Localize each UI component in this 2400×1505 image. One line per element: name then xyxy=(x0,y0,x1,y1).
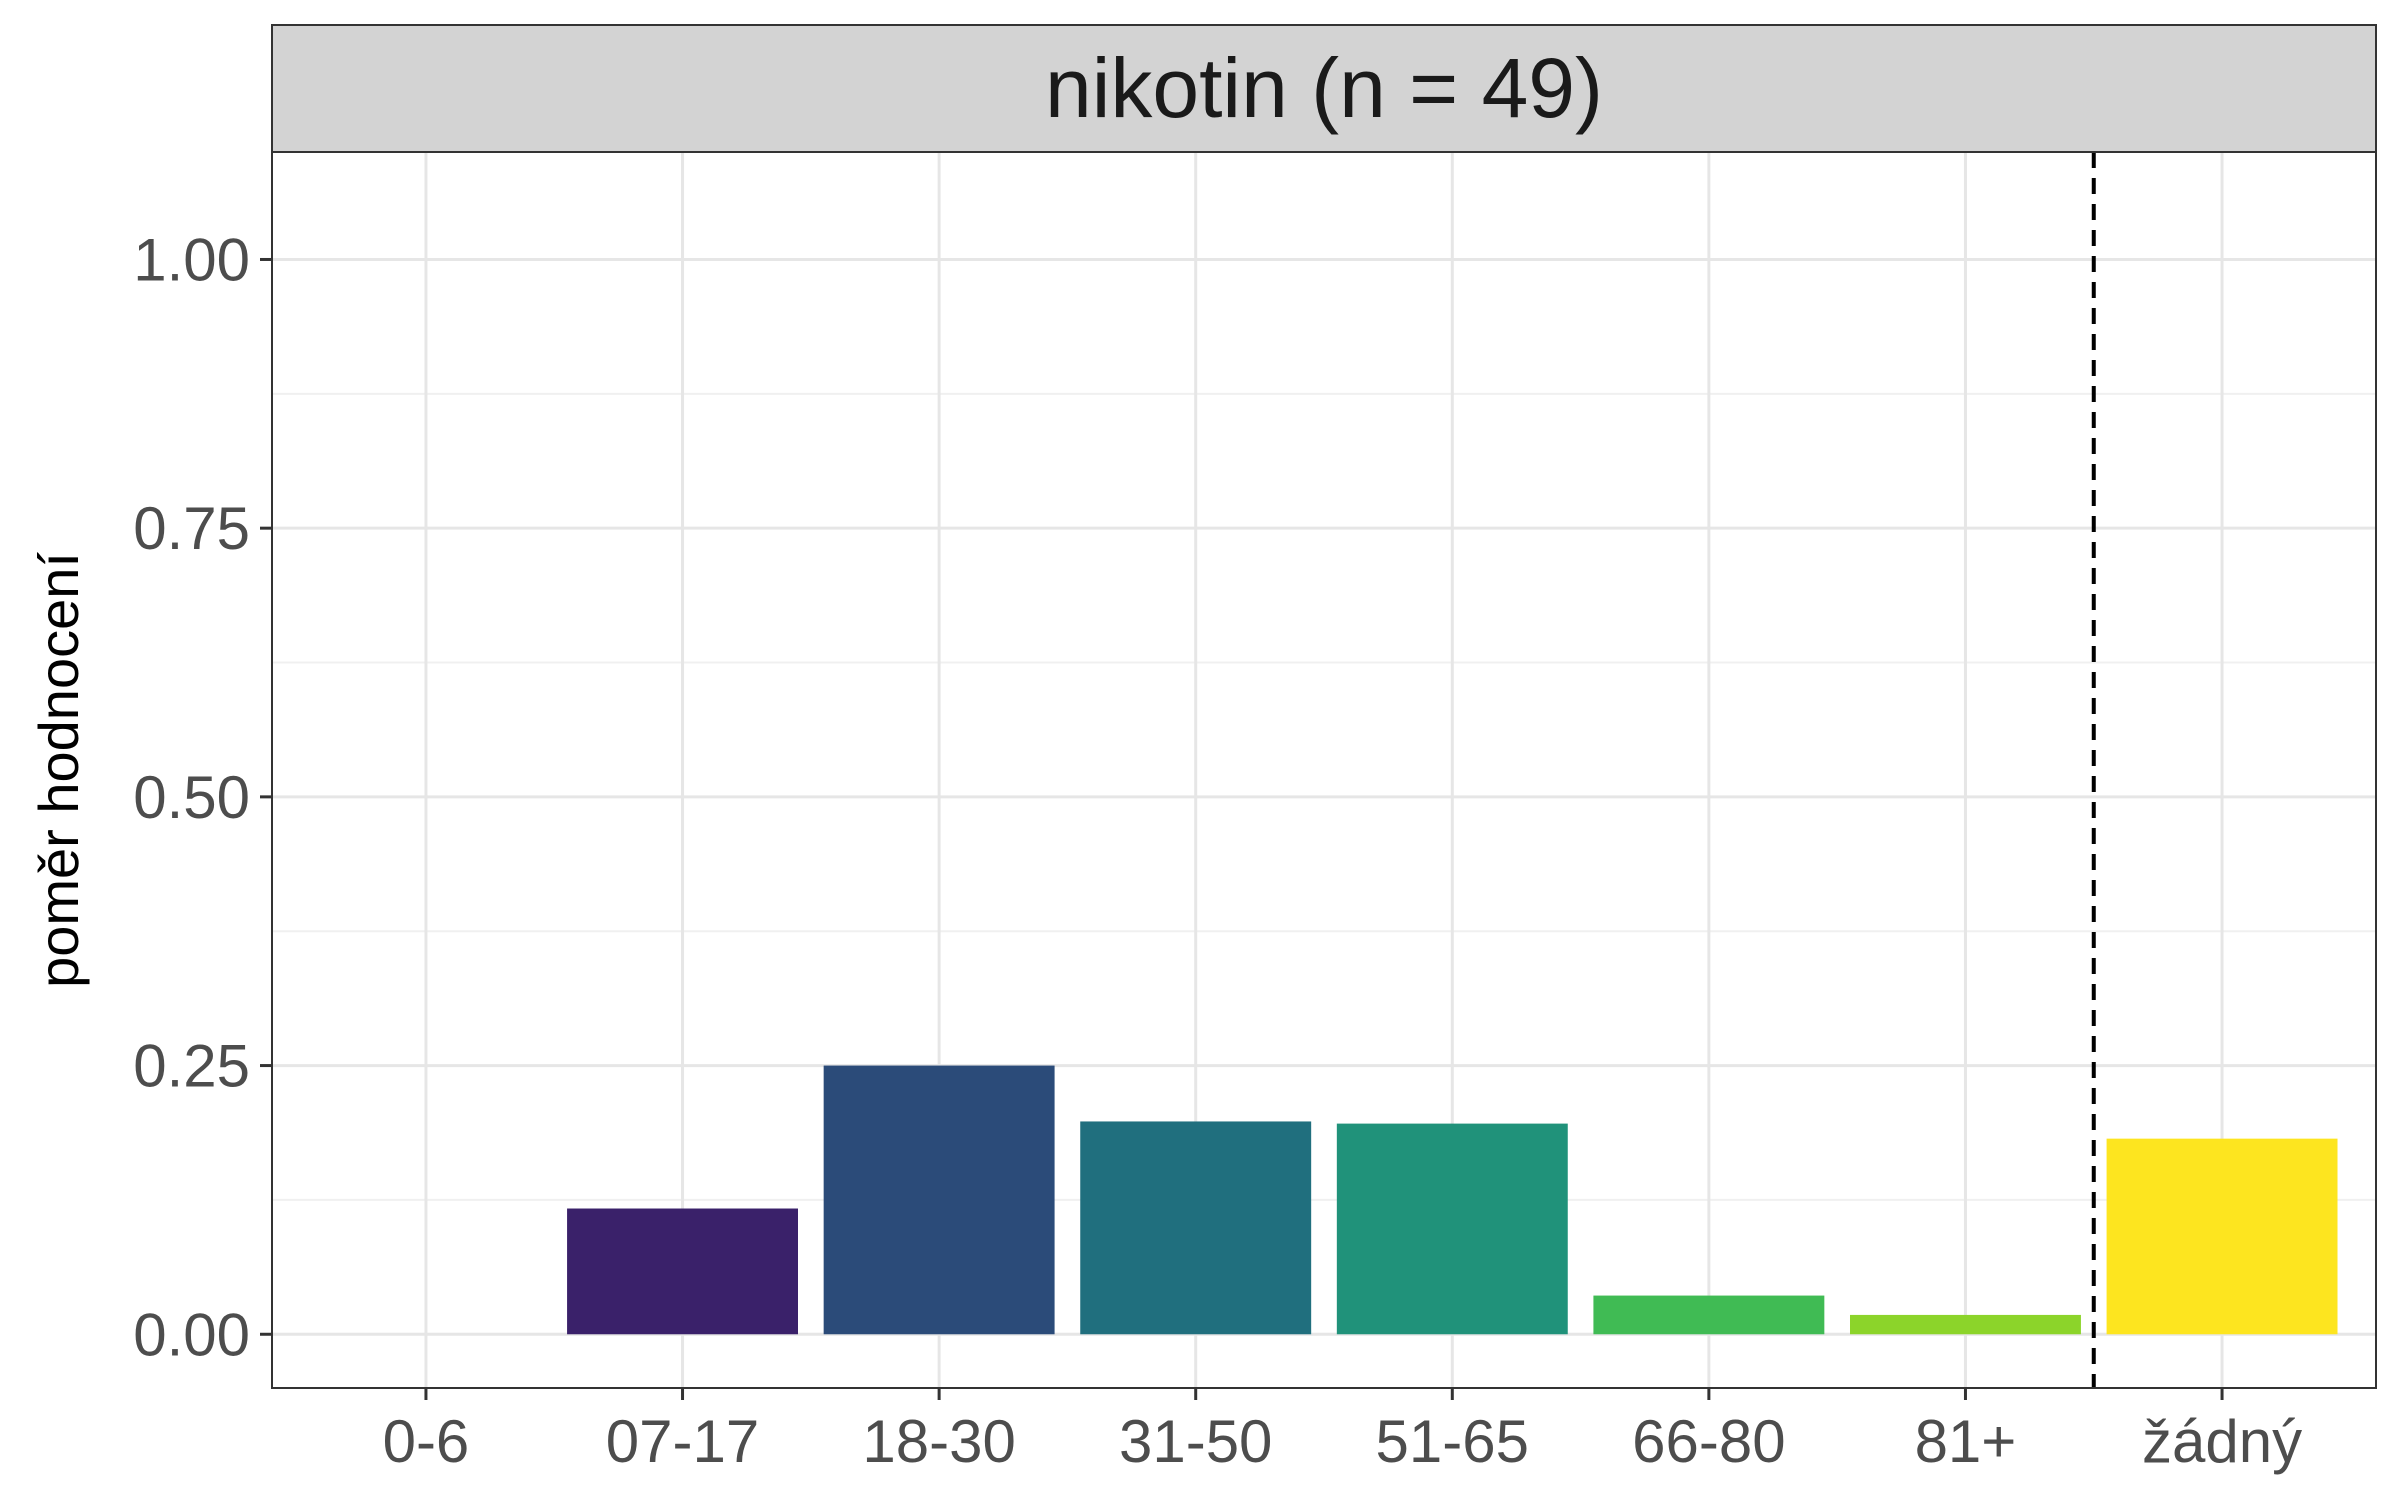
x-tick-label: 66-80 xyxy=(1632,1408,1785,1475)
x-tick-label: 18-30 xyxy=(862,1408,1015,1475)
y-tick-label: 1.00 xyxy=(133,226,250,293)
grid-layer xyxy=(272,152,2376,1388)
y-axis-ticks: 0.00 0.25 0.50 0.75 1.00 xyxy=(133,226,272,1368)
panel-border xyxy=(271,151,2377,1389)
bar-31-50 xyxy=(1080,1121,1312,1335)
x-tick-label: 81+ xyxy=(1915,1408,2017,1475)
x-tick-label: žádný xyxy=(2142,1408,2302,1475)
facet-strip xyxy=(271,24,2377,153)
bar-18-30 xyxy=(823,1065,1055,1335)
bar-layer xyxy=(567,1065,2338,1335)
x-tick-label: 07-17 xyxy=(606,1408,759,1475)
y-tick-label: 0.75 xyxy=(133,495,250,562)
x-axis-ticks: 0-6 07-17 18-30 31-50 51-65 66-80 81+ žádný xyxy=(383,1388,2302,1475)
bar-81+ xyxy=(1850,1314,2081,1335)
bar-66-80 xyxy=(1593,1295,1825,1335)
y-axis-label: poměr hodnocení xyxy=(27,552,90,988)
x-tick-label: 51-65 xyxy=(1376,1408,1529,1475)
y-tick-label: 0.00 xyxy=(133,1301,250,1368)
bar-51-65 xyxy=(1336,1123,1568,1335)
x-tick-label: 0-6 xyxy=(383,1408,470,1475)
bar-07-17 xyxy=(567,1208,798,1335)
bar-žádný xyxy=(2106,1138,2338,1335)
y-tick-label: 0.50 xyxy=(133,764,250,831)
facet-title: nikotin (n = 49) xyxy=(1045,41,1603,135)
x-tick-label: 31-50 xyxy=(1119,1408,1272,1475)
y-tick-label: 0.25 xyxy=(133,1033,250,1100)
